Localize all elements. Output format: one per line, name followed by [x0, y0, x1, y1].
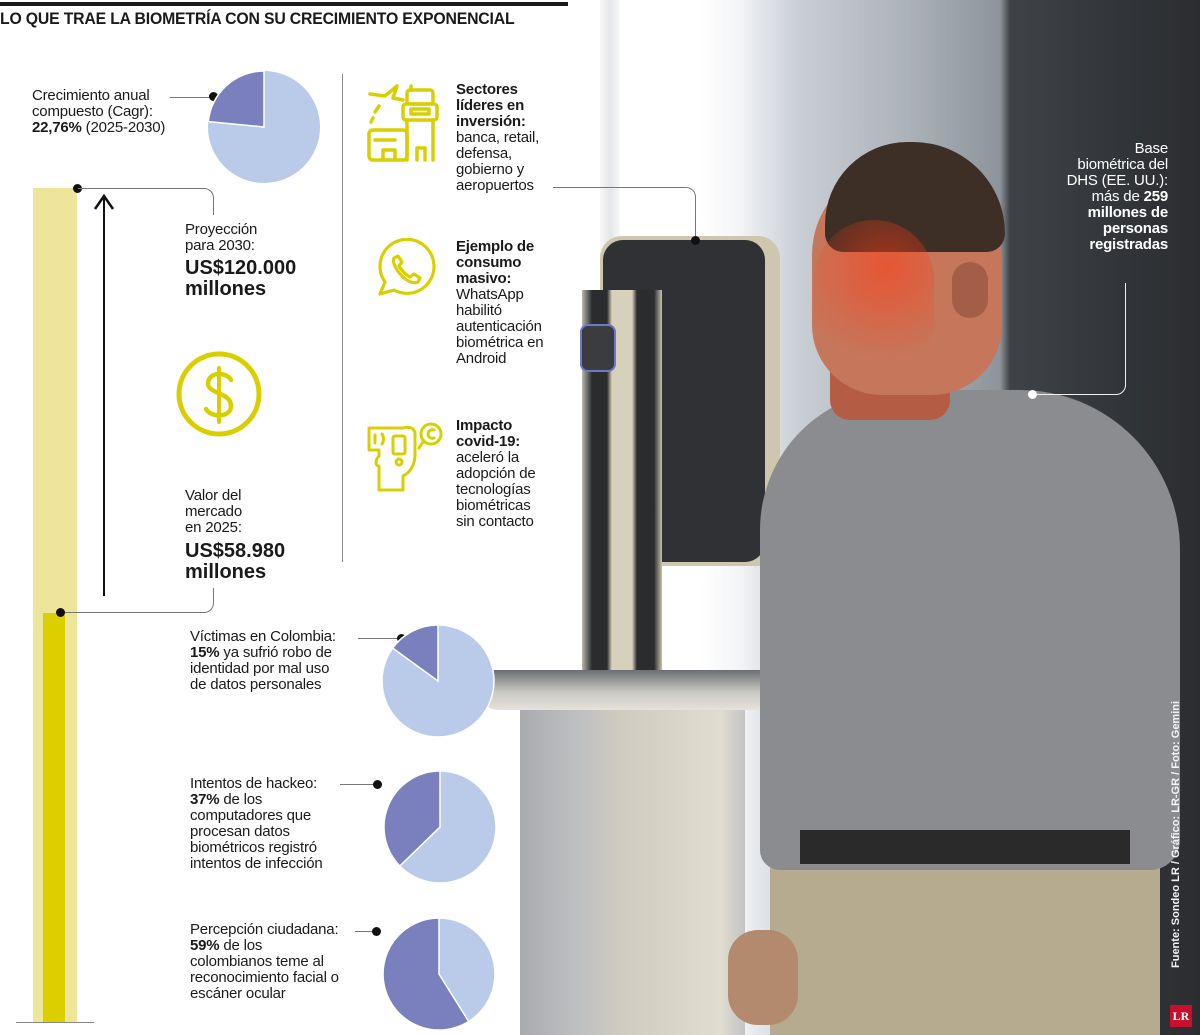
sectors-leader-corner [680, 187, 696, 203]
photo-kiosk-base [520, 710, 745, 1035]
hacking-value: 37% [190, 791, 220, 808]
cagr-label: Crecimiento anual compuesto (Cagr): 22,7… [32, 87, 166, 136]
sectors-leader-drop [695, 202, 696, 238]
victims-value: 15% [190, 644, 220, 661]
source-credit: Fuente: Sondeo LR / Gráfico: LR-GR / Fot… [1170, 700, 1182, 968]
dollar-coin-icon [175, 350, 265, 440]
photo-kiosk-scanner [580, 324, 616, 372]
photo-person-hand [728, 930, 798, 1025]
covid-block: Impacto covid-19: aceleró la adopción de… [456, 417, 536, 530]
cagr-leader-dot [209, 92, 218, 101]
dhs-leader-corner [1110, 379, 1126, 395]
photo-person-belt [800, 830, 1130, 864]
cagr-pie-chart [207, 70, 321, 184]
photo-scan-light [814, 220, 934, 380]
projection-leader-drop [213, 203, 214, 215]
bar-baseline [16, 1022, 94, 1023]
airport-tower-icon [365, 82, 445, 162]
photo-person-pants [770, 840, 1160, 1035]
photo-person-shirt [760, 390, 1180, 870]
whatsapp-phone-icon [374, 238, 436, 300]
market-leader-dot [56, 608, 65, 617]
victims-pie-chart [381, 624, 495, 738]
market-leader-drop [213, 588, 214, 598]
dhs-leader-dot [1028, 390, 1037, 399]
dhs-leader-line [1033, 394, 1118, 395]
hacking-label: Intentos de hackeo: 37% de los computado… [190, 775, 323, 872]
hacking-pie-chart [383, 770, 497, 884]
sectors-leader-line [553, 187, 681, 188]
victims-label: Víctimas en Colombia: 15% ya sufrió robo… [190, 628, 336, 693]
perception-pie-chart [382, 917, 496, 1031]
page-title: LO QUE TRAE LA BIOMETRÍA CON SU CRECIMIE… [0, 9, 515, 28]
hacking-leader-dot [373, 780, 382, 789]
victims-leader-line [358, 638, 404, 639]
market-value: US$58.980 millones [185, 540, 286, 583]
projection-label: Proyección para 2030: [185, 221, 258, 254]
growth-arrow-shaft [103, 198, 105, 596]
dhs-leader-drop [1125, 283, 1126, 387]
hacking-leader-line [340, 784, 380, 785]
projection-leader-line [78, 188, 206, 189]
perception-leader-dot [372, 927, 381, 936]
perception-leader-line [355, 931, 377, 932]
lr-logo: LR [1170, 1005, 1192, 1027]
bar-2025-market [43, 613, 65, 1023]
photo-person-ear [952, 262, 988, 318]
projection-value: US$120.000 millones [185, 257, 297, 300]
top-rule [0, 2, 568, 6]
column-divider [342, 74, 343, 562]
perception-value: 59% [190, 937, 220, 954]
market-label: Valor del mercado en 2025: [185, 487, 242, 536]
projection-leader-corner [198, 188, 214, 204]
perception-label: Percepción ciudadana: 59% de los colombi… [190, 921, 339, 1002]
cagr-leader-line [170, 97, 214, 98]
whatsapp-block: Ejemplo de consumo masivo: WhatsApp habi… [456, 238, 544, 367]
projection-leader-dot [73, 184, 82, 193]
thermometer-gun-icon [365, 420, 447, 500]
market-leader-corner [198, 597, 214, 613]
dhs-annotation: Base biométrica del DHS (EE. UU.): más d… [1066, 140, 1169, 253]
dhs-value: 259 [1143, 188, 1169, 205]
sectors-block: Sectores líderes en inversión: banca, re… [456, 81, 540, 194]
growth-arrow-head-icon [93, 193, 115, 216]
sectors-leader-dot [691, 236, 700, 245]
cagr-value: 22,76% [32, 119, 82, 136]
market-leader-line [64, 612, 200, 613]
